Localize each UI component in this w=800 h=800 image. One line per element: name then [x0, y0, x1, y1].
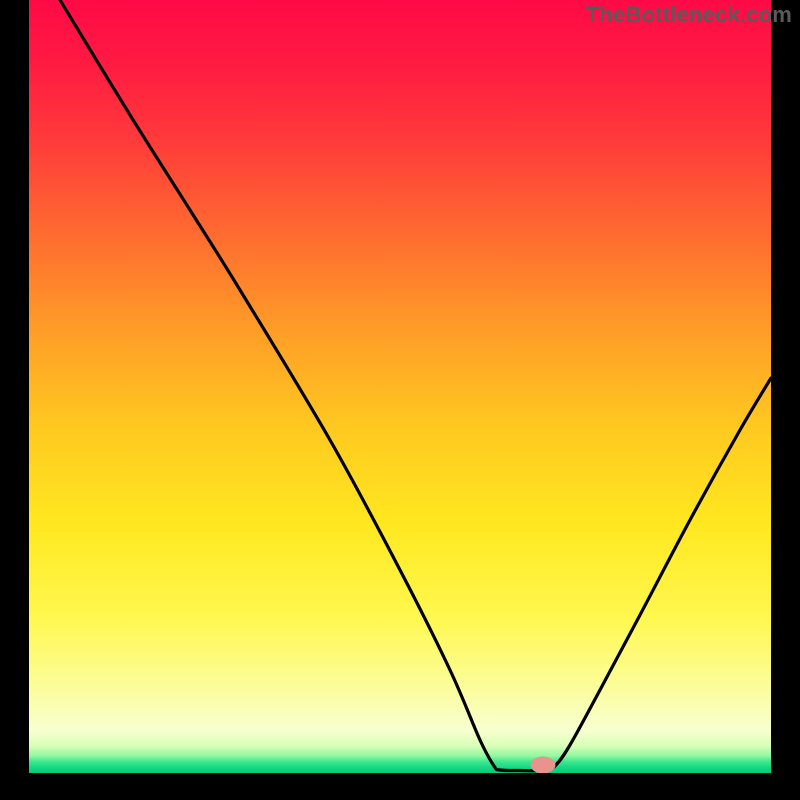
frame-right — [771, 0, 800, 800]
watermark-text: TheBottleneck.com — [586, 2, 792, 28]
bottleneck-curve-chart — [0, 0, 800, 800]
optimal-point-marker — [531, 757, 555, 773]
chart-gradient-background — [29, 0, 771, 773]
frame-left — [0, 0, 29, 800]
chart-stage: TheBottleneck.com — [0, 0, 800, 800]
frame-bottom — [0, 773, 800, 800]
